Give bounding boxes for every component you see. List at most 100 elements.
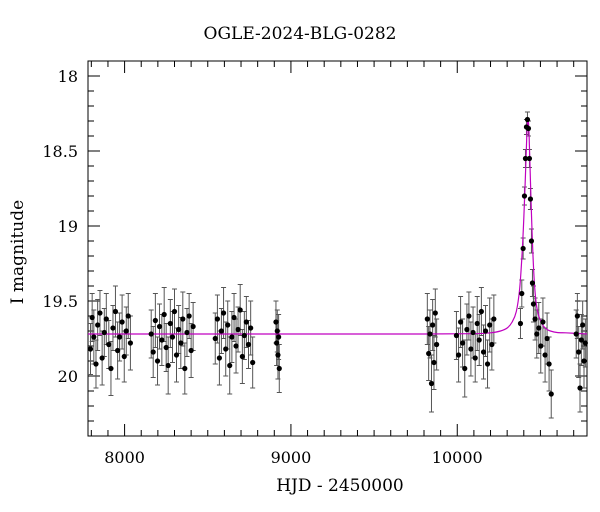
data-point <box>427 331 433 337</box>
data-point <box>478 308 484 315</box>
data-point <box>273 319 279 325</box>
x-tick-label: 10000 <box>432 448 483 467</box>
data-point <box>152 317 158 324</box>
data-point <box>532 316 538 322</box>
data-point <box>274 328 280 334</box>
y-tick-label: 18 <box>58 67 78 86</box>
data-point <box>582 340 588 346</box>
data-point <box>154 358 161 364</box>
data-point <box>431 359 437 366</box>
data-point <box>426 350 432 357</box>
data-point <box>182 365 188 372</box>
data-point <box>250 359 256 366</box>
data-point <box>453 332 460 339</box>
data-point <box>275 352 281 358</box>
data-point <box>243 319 249 325</box>
data-point <box>580 322 586 328</box>
data-point <box>474 320 480 327</box>
data-point <box>229 334 235 340</box>
data-point <box>212 335 218 342</box>
y-axis-label: I magnitude <box>8 199 28 305</box>
data-point <box>231 314 237 321</box>
data-point <box>119 319 125 325</box>
data-point <box>227 362 233 369</box>
data-point <box>218 328 224 334</box>
data-point <box>237 307 243 313</box>
data-point <box>190 323 196 330</box>
data-point <box>536 325 542 331</box>
data-point <box>110 325 116 331</box>
model-curve <box>88 117 588 335</box>
data-point <box>115 347 121 354</box>
data-point <box>487 322 493 328</box>
data-point <box>117 334 123 340</box>
data-point <box>542 352 548 358</box>
data-point <box>123 328 129 334</box>
y-tick-label: 19 <box>58 217 78 236</box>
data-point <box>176 326 182 333</box>
data-point <box>466 313 472 319</box>
data-point <box>529 280 536 286</box>
data-point <box>121 353 127 360</box>
plot-frame <box>87 60 588 437</box>
data-point <box>428 380 435 387</box>
data-point <box>167 320 173 327</box>
data-point <box>178 340 184 346</box>
data-point <box>214 316 221 322</box>
data-point <box>577 385 583 391</box>
data-point <box>276 365 282 372</box>
data-point <box>520 245 526 252</box>
data-point <box>159 337 165 343</box>
data-point <box>97 310 103 316</box>
data-point <box>430 322 436 328</box>
chart-title: OGLE-2024-BLG-0282 <box>203 24 397 44</box>
data-point <box>544 335 550 342</box>
data-point <box>489 341 495 348</box>
data-point <box>482 328 489 334</box>
data-point <box>459 340 466 346</box>
plot-area-border <box>87 60 588 437</box>
data-point <box>432 310 438 316</box>
x-axis-label: HJD - 2450000 <box>276 476 404 496</box>
data-point <box>528 238 535 244</box>
data-point <box>525 125 532 132</box>
axis-tick-labels: 8000 9000 10000 18 18.5 19 19.5 20 <box>42 67 482 467</box>
data-point <box>180 316 186 322</box>
data-point <box>165 362 171 369</box>
data-point <box>472 355 478 361</box>
data-point <box>89 314 95 321</box>
data-point <box>455 352 462 358</box>
data-point <box>248 325 254 331</box>
data-point <box>103 316 109 322</box>
data-point <box>125 313 131 319</box>
data-point <box>476 337 482 343</box>
data-point <box>156 323 163 330</box>
data-point <box>239 353 245 360</box>
data-point <box>223 346 229 352</box>
data-point <box>188 347 194 354</box>
data-point <box>171 308 178 315</box>
data-point <box>581 358 587 364</box>
data-point <box>470 329 476 336</box>
data-point <box>534 331 540 337</box>
data-point <box>464 326 470 333</box>
axis-ticks <box>88 60 587 437</box>
data-point <box>233 343 239 349</box>
x-tick-label: 9000 <box>271 448 312 467</box>
data-point <box>274 340 280 346</box>
data-point <box>530 301 537 307</box>
data-point <box>573 331 579 337</box>
data-point <box>457 319 464 325</box>
data-point <box>546 361 552 367</box>
data-point <box>574 313 580 319</box>
data-point <box>526 155 533 162</box>
data-point <box>106 341 112 348</box>
data-point <box>91 334 97 340</box>
data-point <box>578 337 584 343</box>
y-tick-label: 20 <box>58 367 78 386</box>
data-point <box>434 341 440 348</box>
data-point <box>548 391 554 397</box>
data-point <box>87 346 94 352</box>
data-point <box>480 349 487 355</box>
